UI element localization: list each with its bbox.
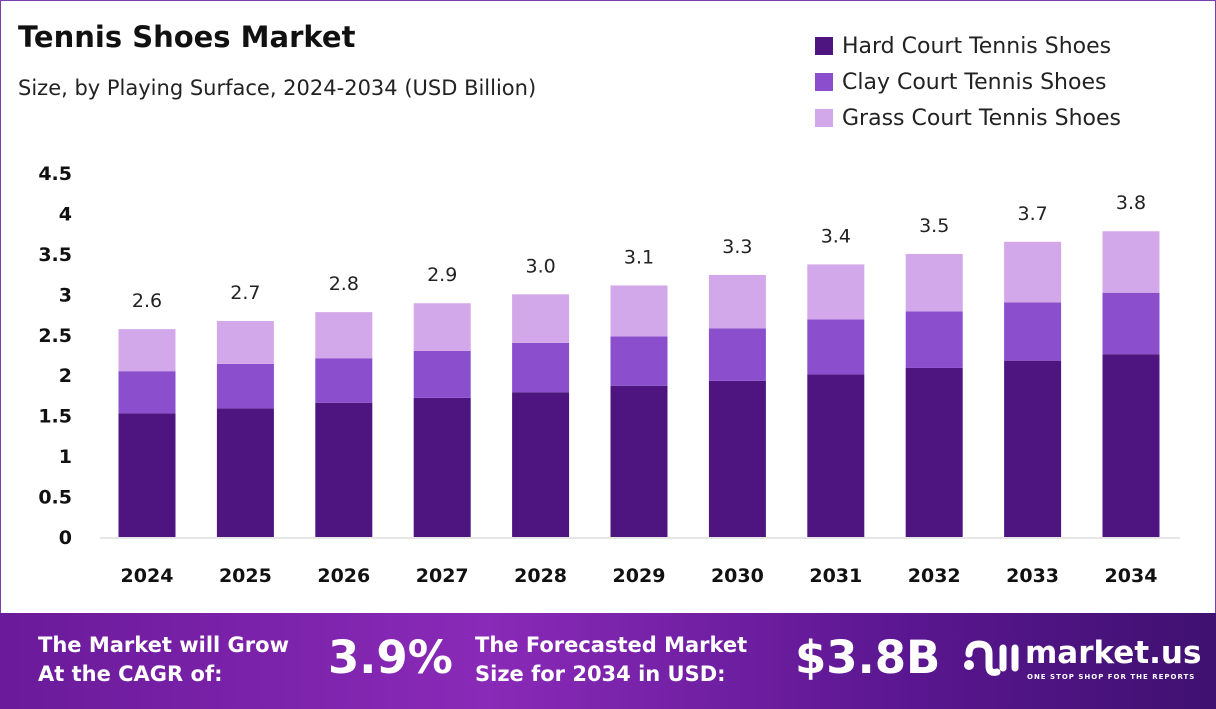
x-tick-label: 2034 <box>1105 565 1158 587</box>
y-tick-label: 1.5 <box>38 406 72 428</box>
legend-item-clay: Clay Court Tennis Shoes <box>815 64 1121 100</box>
bar-segment-grass <box>610 285 668 337</box>
total-label: 3.0 <box>525 255 555 277</box>
bar-segment-grass <box>708 274 766 329</box>
x-tick-label: 2024 <box>121 565 174 587</box>
x-tick-label: 2031 <box>809 565 862 587</box>
x-tick-label: 2027 <box>416 565 469 587</box>
x-tick-label: 2033 <box>1006 565 1059 587</box>
total-label: 3.7 <box>1017 203 1047 225</box>
legend: Hard Court Tennis Shoes Clay Court Tenni… <box>815 28 1121 136</box>
y-tick-label: 2.5 <box>38 325 72 347</box>
bar-segment-hard <box>610 385 668 537</box>
legend-label: Hard Court Tennis Shoes <box>842 33 1112 59</box>
total-label: 3.1 <box>624 246 654 268</box>
x-tick-label: 2025 <box>219 565 272 587</box>
chart-title: Tennis Shoes Market <box>18 20 356 54</box>
bar-segment-grass <box>413 303 471 351</box>
bar-segment-hard <box>1004 360 1062 537</box>
bar-segment-grass <box>315 312 373 359</box>
x-tick-label: 2026 <box>317 565 370 587</box>
bar-segment-hard <box>413 397 471 537</box>
bar-segment-clay <box>512 342 570 393</box>
y-tick-label: 0.5 <box>38 487 72 509</box>
bar-segment-grass <box>807 264 865 320</box>
bar-segment-clay <box>1004 302 1062 361</box>
brand-name: market.us <box>1025 635 1202 671</box>
bar-segment-clay <box>1102 292 1160 355</box>
bar-segment-grass <box>118 329 176 372</box>
bar-segment-clay <box>708 328 766 381</box>
bar-segment-clay <box>905 311 963 368</box>
bar-segment-hard <box>118 413 176 537</box>
bar-segment-grass <box>216 321 274 364</box>
bar-segment-hard <box>216 408 274 537</box>
legend-label: Grass Court Tennis Shoes <box>842 105 1121 131</box>
forecast-label: The Forecasted Market Size for 2034 in US… <box>475 633 748 686</box>
bar-chart: 0 0.5 1 1.5 2 2.5 3 3.5 4 4.5 2.6 2024 2.7 2025 2.8 202… <box>38 163 1180 587</box>
bar-segment-clay <box>807 319 865 375</box>
bar-segment-hard <box>807 374 865 537</box>
footer-banner: The Market will Grow At the CAGR of: 3.9%… <box>0 613 1216 709</box>
x-tick-label: 2029 <box>613 565 666 587</box>
y-tick-label: 4.5 <box>38 163 72 185</box>
cagr-value: 3.9% <box>328 631 453 684</box>
legend-item-grass: Grass Court Tennis Shoes <box>815 100 1121 136</box>
bar-segment-hard <box>315 402 373 537</box>
legend-swatch <box>815 73 833 91</box>
bar-segment-hard <box>512 392 570 537</box>
total-label: 2.7 <box>230 282 260 304</box>
x-tick-label: 2030 <box>711 565 764 587</box>
legend-item-hard: Hard Court Tennis Shoes <box>815 28 1121 64</box>
y-tick-label: 4 <box>59 203 72 225</box>
total-label: 3.5 <box>919 215 949 237</box>
bar-segment-clay <box>413 350 471 398</box>
bar-segment-grass <box>512 294 570 343</box>
y-tick-label: 0 <box>59 527 72 549</box>
x-tick-label: 2032 <box>908 565 961 587</box>
total-label: 3.3 <box>722 236 752 258</box>
legend-swatch <box>815 37 833 55</box>
forecast-value: $3.8B <box>795 631 941 684</box>
brand-tagline: ONE STOP SHOP FOR THE REPORTS <box>1027 673 1196 681</box>
chart-subtitle: Size, by Playing Surface, 2024-2034 (USD… <box>18 76 537 100</box>
legend-label: Clay Court Tennis Shoes <box>842 69 1107 95</box>
bar-segment-clay <box>216 363 274 409</box>
bar-segment-clay <box>118 371 176 414</box>
bar-segment-grass <box>1102 231 1160 293</box>
total-label: 2.6 <box>132 290 162 312</box>
bar-segment-grass <box>1004 241 1062 303</box>
market-us-logo-icon <box>964 640 1019 676</box>
y-tick-label: 1 <box>59 446 72 468</box>
total-label: 2.8 <box>329 273 359 295</box>
y-tick-label: 3.5 <box>38 244 72 266</box>
bar-segment-hard <box>905 367 963 537</box>
y-tick-label: 3 <box>59 284 72 306</box>
bar-segment-clay <box>610 336 668 386</box>
cagr-label: The Market will Grow At the CAGR of: <box>38 633 289 686</box>
bar-segment-grass <box>905 253 963 312</box>
total-label: 3.8 <box>1116 192 1146 214</box>
total-label: 2.9 <box>427 264 457 286</box>
bar-segment-hard <box>1102 354 1160 537</box>
y-tick-label: 2 <box>59 365 72 387</box>
bar-segment-hard <box>708 380 766 537</box>
legend-swatch <box>815 109 833 127</box>
x-tick-label: 2028 <box>514 565 567 587</box>
bar-segment-clay <box>315 358 373 403</box>
total-label: 3.4 <box>821 225 851 247</box>
